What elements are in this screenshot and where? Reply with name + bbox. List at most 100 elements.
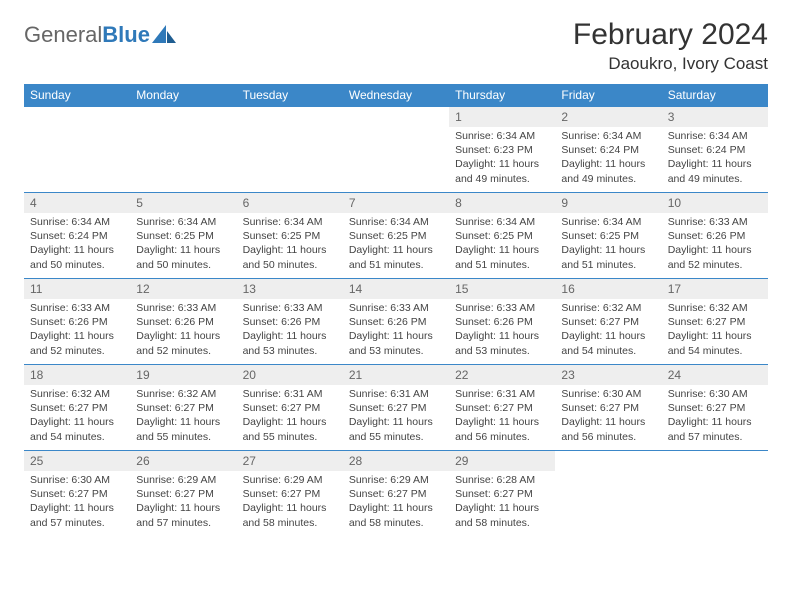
day-details: Sunrise: 6:30 AMSunset: 6:27 PMDaylight:… xyxy=(24,471,130,534)
calendar-cell: 1Sunrise: 6:34 AMSunset: 6:23 PMDaylight… xyxy=(449,107,555,193)
daylight-line: Daylight: 11 hours and 49 minutes. xyxy=(455,157,549,185)
sunset-line: Sunset: 6:26 PM xyxy=(668,229,762,243)
daylight-line: Daylight: 11 hours and 50 minutes. xyxy=(136,243,230,271)
day-number: 12 xyxy=(130,279,236,299)
day-number: 4 xyxy=(24,193,130,213)
calendar-row: ........1Sunrise: 6:34 AMSunset: 6:23 PM… xyxy=(24,107,768,193)
day-number: 17 xyxy=(662,279,768,299)
weekday-header: Monday xyxy=(130,84,236,107)
day-details: Sunrise: 6:33 AMSunset: 6:26 PMDaylight:… xyxy=(237,299,343,362)
sunset-line: Sunset: 6:23 PM xyxy=(455,143,549,157)
daylight-line: Daylight: 11 hours and 53 minutes. xyxy=(349,329,443,357)
sunrise-line: Sunrise: 6:31 AM xyxy=(349,387,443,401)
day-details: Sunrise: 6:30 AMSunset: 6:27 PMDaylight:… xyxy=(662,385,768,448)
day-number: 6 xyxy=(237,193,343,213)
sunrise-line: Sunrise: 6:30 AM xyxy=(30,473,124,487)
calendar-cell: 5Sunrise: 6:34 AMSunset: 6:25 PMDaylight… xyxy=(130,193,236,279)
day-number: 16 xyxy=(555,279,661,299)
calendar-cell: .. xyxy=(343,107,449,193)
daylight-line: Daylight: 11 hours and 50 minutes. xyxy=(243,243,337,271)
sunset-line: Sunset: 6:26 PM xyxy=(243,315,337,329)
daylight-line: Daylight: 11 hours and 58 minutes. xyxy=(349,501,443,529)
sunrise-line: Sunrise: 6:32 AM xyxy=(30,387,124,401)
day-details: Sunrise: 6:32 AMSunset: 6:27 PMDaylight:… xyxy=(662,299,768,362)
day-details: Sunrise: 6:34 AMSunset: 6:25 PMDaylight:… xyxy=(449,213,555,276)
calendar-table: SundayMondayTuesdayWednesdayThursdayFrid… xyxy=(24,84,768,537)
calendar-cell: .. xyxy=(237,107,343,193)
calendar-cell: 29Sunrise: 6:28 AMSunset: 6:27 PMDayligh… xyxy=(449,451,555,537)
calendar-cell: 25Sunrise: 6:30 AMSunset: 6:27 PMDayligh… xyxy=(24,451,130,537)
day-number: 13 xyxy=(237,279,343,299)
day-number: 29 xyxy=(449,451,555,471)
weekday-header: Sunday xyxy=(24,84,130,107)
brand-logo: GeneralBlue xyxy=(24,22,178,48)
calendar-cell: 17Sunrise: 6:32 AMSunset: 6:27 PMDayligh… xyxy=(662,279,768,365)
daylight-line: Daylight: 11 hours and 54 minutes. xyxy=(561,329,655,357)
daylight-line: Daylight: 11 hours and 54 minutes. xyxy=(30,415,124,443)
day-number: 2 xyxy=(555,107,661,127)
sunset-line: Sunset: 6:26 PM xyxy=(455,315,549,329)
sunrise-line: Sunrise: 6:34 AM xyxy=(243,215,337,229)
brand-part2: Blue xyxy=(102,22,150,48)
daylight-line: Daylight: 11 hours and 55 minutes. xyxy=(243,415,337,443)
sunrise-line: Sunrise: 6:34 AM xyxy=(30,215,124,229)
day-number: 3 xyxy=(662,107,768,127)
daylight-line: Daylight: 11 hours and 50 minutes. xyxy=(30,243,124,271)
calendar-cell: 23Sunrise: 6:30 AMSunset: 6:27 PMDayligh… xyxy=(555,365,661,451)
sunrise-line: Sunrise: 6:30 AM xyxy=(668,387,762,401)
sunset-line: Sunset: 6:27 PM xyxy=(455,487,549,501)
sunrise-line: Sunrise: 6:31 AM xyxy=(243,387,337,401)
calendar-cell: 21Sunrise: 6:31 AMSunset: 6:27 PMDayligh… xyxy=(343,365,449,451)
weekday-header: Tuesday xyxy=(237,84,343,107)
sunset-line: Sunset: 6:27 PM xyxy=(668,315,762,329)
calendar-cell: 13Sunrise: 6:33 AMSunset: 6:26 PMDayligh… xyxy=(237,279,343,365)
day-details: Sunrise: 6:29 AMSunset: 6:27 PMDaylight:… xyxy=(343,471,449,534)
sunset-line: Sunset: 6:24 PM xyxy=(30,229,124,243)
weekday-header: Thursday xyxy=(449,84,555,107)
day-details: Sunrise: 6:33 AMSunset: 6:26 PMDaylight:… xyxy=(24,299,130,362)
daylight-line: Daylight: 11 hours and 57 minutes. xyxy=(136,501,230,529)
sunrise-line: Sunrise: 6:32 AM xyxy=(561,301,655,315)
sunrise-line: Sunrise: 6:34 AM xyxy=(561,215,655,229)
day-details: Sunrise: 6:33 AMSunset: 6:26 PMDaylight:… xyxy=(662,213,768,276)
calendar-cell: 7Sunrise: 6:34 AMSunset: 6:25 PMDaylight… xyxy=(343,193,449,279)
daylight-line: Daylight: 11 hours and 51 minutes. xyxy=(561,243,655,271)
sunset-line: Sunset: 6:27 PM xyxy=(455,401,549,415)
calendar-cell: 20Sunrise: 6:31 AMSunset: 6:27 PMDayligh… xyxy=(237,365,343,451)
sunset-line: Sunset: 6:27 PM xyxy=(561,401,655,415)
daylight-line: Daylight: 11 hours and 58 minutes. xyxy=(243,501,337,529)
day-number: 5 xyxy=(130,193,236,213)
sunrise-line: Sunrise: 6:33 AM xyxy=(455,301,549,315)
calendar-head: SundayMondayTuesdayWednesdayThursdayFrid… xyxy=(24,84,768,107)
sunrise-line: Sunrise: 6:33 AM xyxy=(30,301,124,315)
sunset-line: Sunset: 6:27 PM xyxy=(243,487,337,501)
sunset-line: Sunset: 6:27 PM xyxy=(30,401,124,415)
day-details: Sunrise: 6:32 AMSunset: 6:27 PMDaylight:… xyxy=(130,385,236,448)
sunrise-line: Sunrise: 6:28 AM xyxy=(455,473,549,487)
calendar-cell: 9Sunrise: 6:34 AMSunset: 6:25 PMDaylight… xyxy=(555,193,661,279)
calendar-row: 25Sunrise: 6:30 AMSunset: 6:27 PMDayligh… xyxy=(24,451,768,537)
day-details: Sunrise: 6:33 AMSunset: 6:26 PMDaylight:… xyxy=(343,299,449,362)
calendar-cell: 27Sunrise: 6:29 AMSunset: 6:27 PMDayligh… xyxy=(237,451,343,537)
daylight-line: Daylight: 11 hours and 57 minutes. xyxy=(30,501,124,529)
day-details: Sunrise: 6:32 AMSunset: 6:27 PMDaylight:… xyxy=(24,385,130,448)
day-number: 11 xyxy=(24,279,130,299)
daylight-line: Daylight: 11 hours and 57 minutes. xyxy=(668,415,762,443)
sunrise-line: Sunrise: 6:33 AM xyxy=(243,301,337,315)
sunset-line: Sunset: 6:27 PM xyxy=(243,401,337,415)
daylight-line: Daylight: 11 hours and 56 minutes. xyxy=(455,415,549,443)
day-details: Sunrise: 6:28 AMSunset: 6:27 PMDaylight:… xyxy=(449,471,555,534)
header: GeneralBlue February 2024 Daoukro, Ivory… xyxy=(24,18,768,74)
daylight-line: Daylight: 11 hours and 52 minutes. xyxy=(136,329,230,357)
day-details: Sunrise: 6:32 AMSunset: 6:27 PMDaylight:… xyxy=(555,299,661,362)
daylight-line: Daylight: 11 hours and 49 minutes. xyxy=(668,157,762,185)
day-number: 18 xyxy=(24,365,130,385)
day-number: 7 xyxy=(343,193,449,213)
sunset-line: Sunset: 6:27 PM xyxy=(136,487,230,501)
daylight-line: Daylight: 11 hours and 53 minutes. xyxy=(243,329,337,357)
sunset-line: Sunset: 6:25 PM xyxy=(243,229,337,243)
sunset-line: Sunset: 6:25 PM xyxy=(136,229,230,243)
day-number: 1 xyxy=(449,107,555,127)
sunrise-line: Sunrise: 6:34 AM xyxy=(561,129,655,143)
day-details: Sunrise: 6:31 AMSunset: 6:27 PMDaylight:… xyxy=(449,385,555,448)
